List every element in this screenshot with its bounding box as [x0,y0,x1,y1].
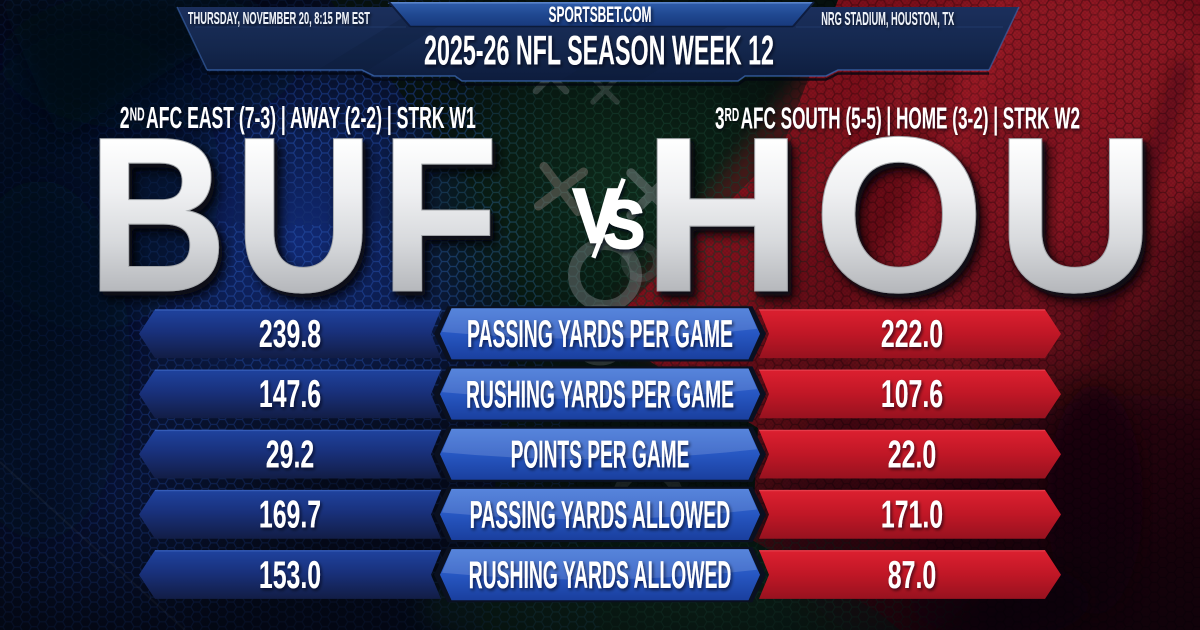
svg-text:2025-26 NFL SEASON WEEK 12: 2025-26 NFL SEASON WEEK 12 [424,27,774,74]
svg-text:NRG STADIUM, HOUSTON, TX: NRG STADIUM, HOUSTON, TX [821,8,954,29]
svg-text:22.0: 22.0 [888,434,936,477]
svg-text:29.2: 29.2 [266,434,314,477]
svg-text:107.6: 107.6 [881,373,943,416]
svg-text:THURSDAY, NOVEMBER 20, 8:15 PM: THURSDAY, NOVEMBER 20, 8:15 PM EST [188,8,370,28]
svg-text:SPORTSBET.COM: SPORTSBET.COM [549,2,652,27]
svg-text:RUSHING YARDS PER GAME: RUSHING YARDS PER GAME [466,373,734,416]
svg-text:153.0: 153.0 [259,554,321,597]
svg-text:HOU: HOU [643,92,1167,338]
svg-text:POINTS PER GAME: POINTS PER GAME [511,434,690,477]
svg-text:87.0: 87.0 [888,554,936,597]
svg-text:3RD AFC SOUTH (5-5) | HOME: 3RD AFC SOUTH (5-5) | HOME (3-2) | STRK … [715,102,1080,136]
svg-text:171.0: 171.0 [881,494,943,537]
svg-text:BUF: BUF [88,92,506,338]
svg-text:RUSHING YARDS ALLOWED: RUSHING YARDS ALLOWED [469,554,732,597]
svg-text:PASSING YARDS PER GAME: PASSING YARDS PER GAME [467,313,733,356]
svg-text:239.8: 239.8 [259,313,321,356]
svg-text:169.7: 169.7 [259,494,321,537]
svg-text:V: V [573,174,619,259]
svg-text:147.6: 147.6 [259,373,321,416]
svg-text:S: S [603,187,645,263]
svg-text:PASSING YARDS ALLOWED: PASSING YARDS ALLOWED [470,494,731,537]
svg-text:2ND AFC EAST (7-3) | AWAY: 2ND AFC EAST (7-3) | AWAY (2-2) | STRK W… [120,101,476,135]
svg-text:222.0: 222.0 [881,313,943,356]
